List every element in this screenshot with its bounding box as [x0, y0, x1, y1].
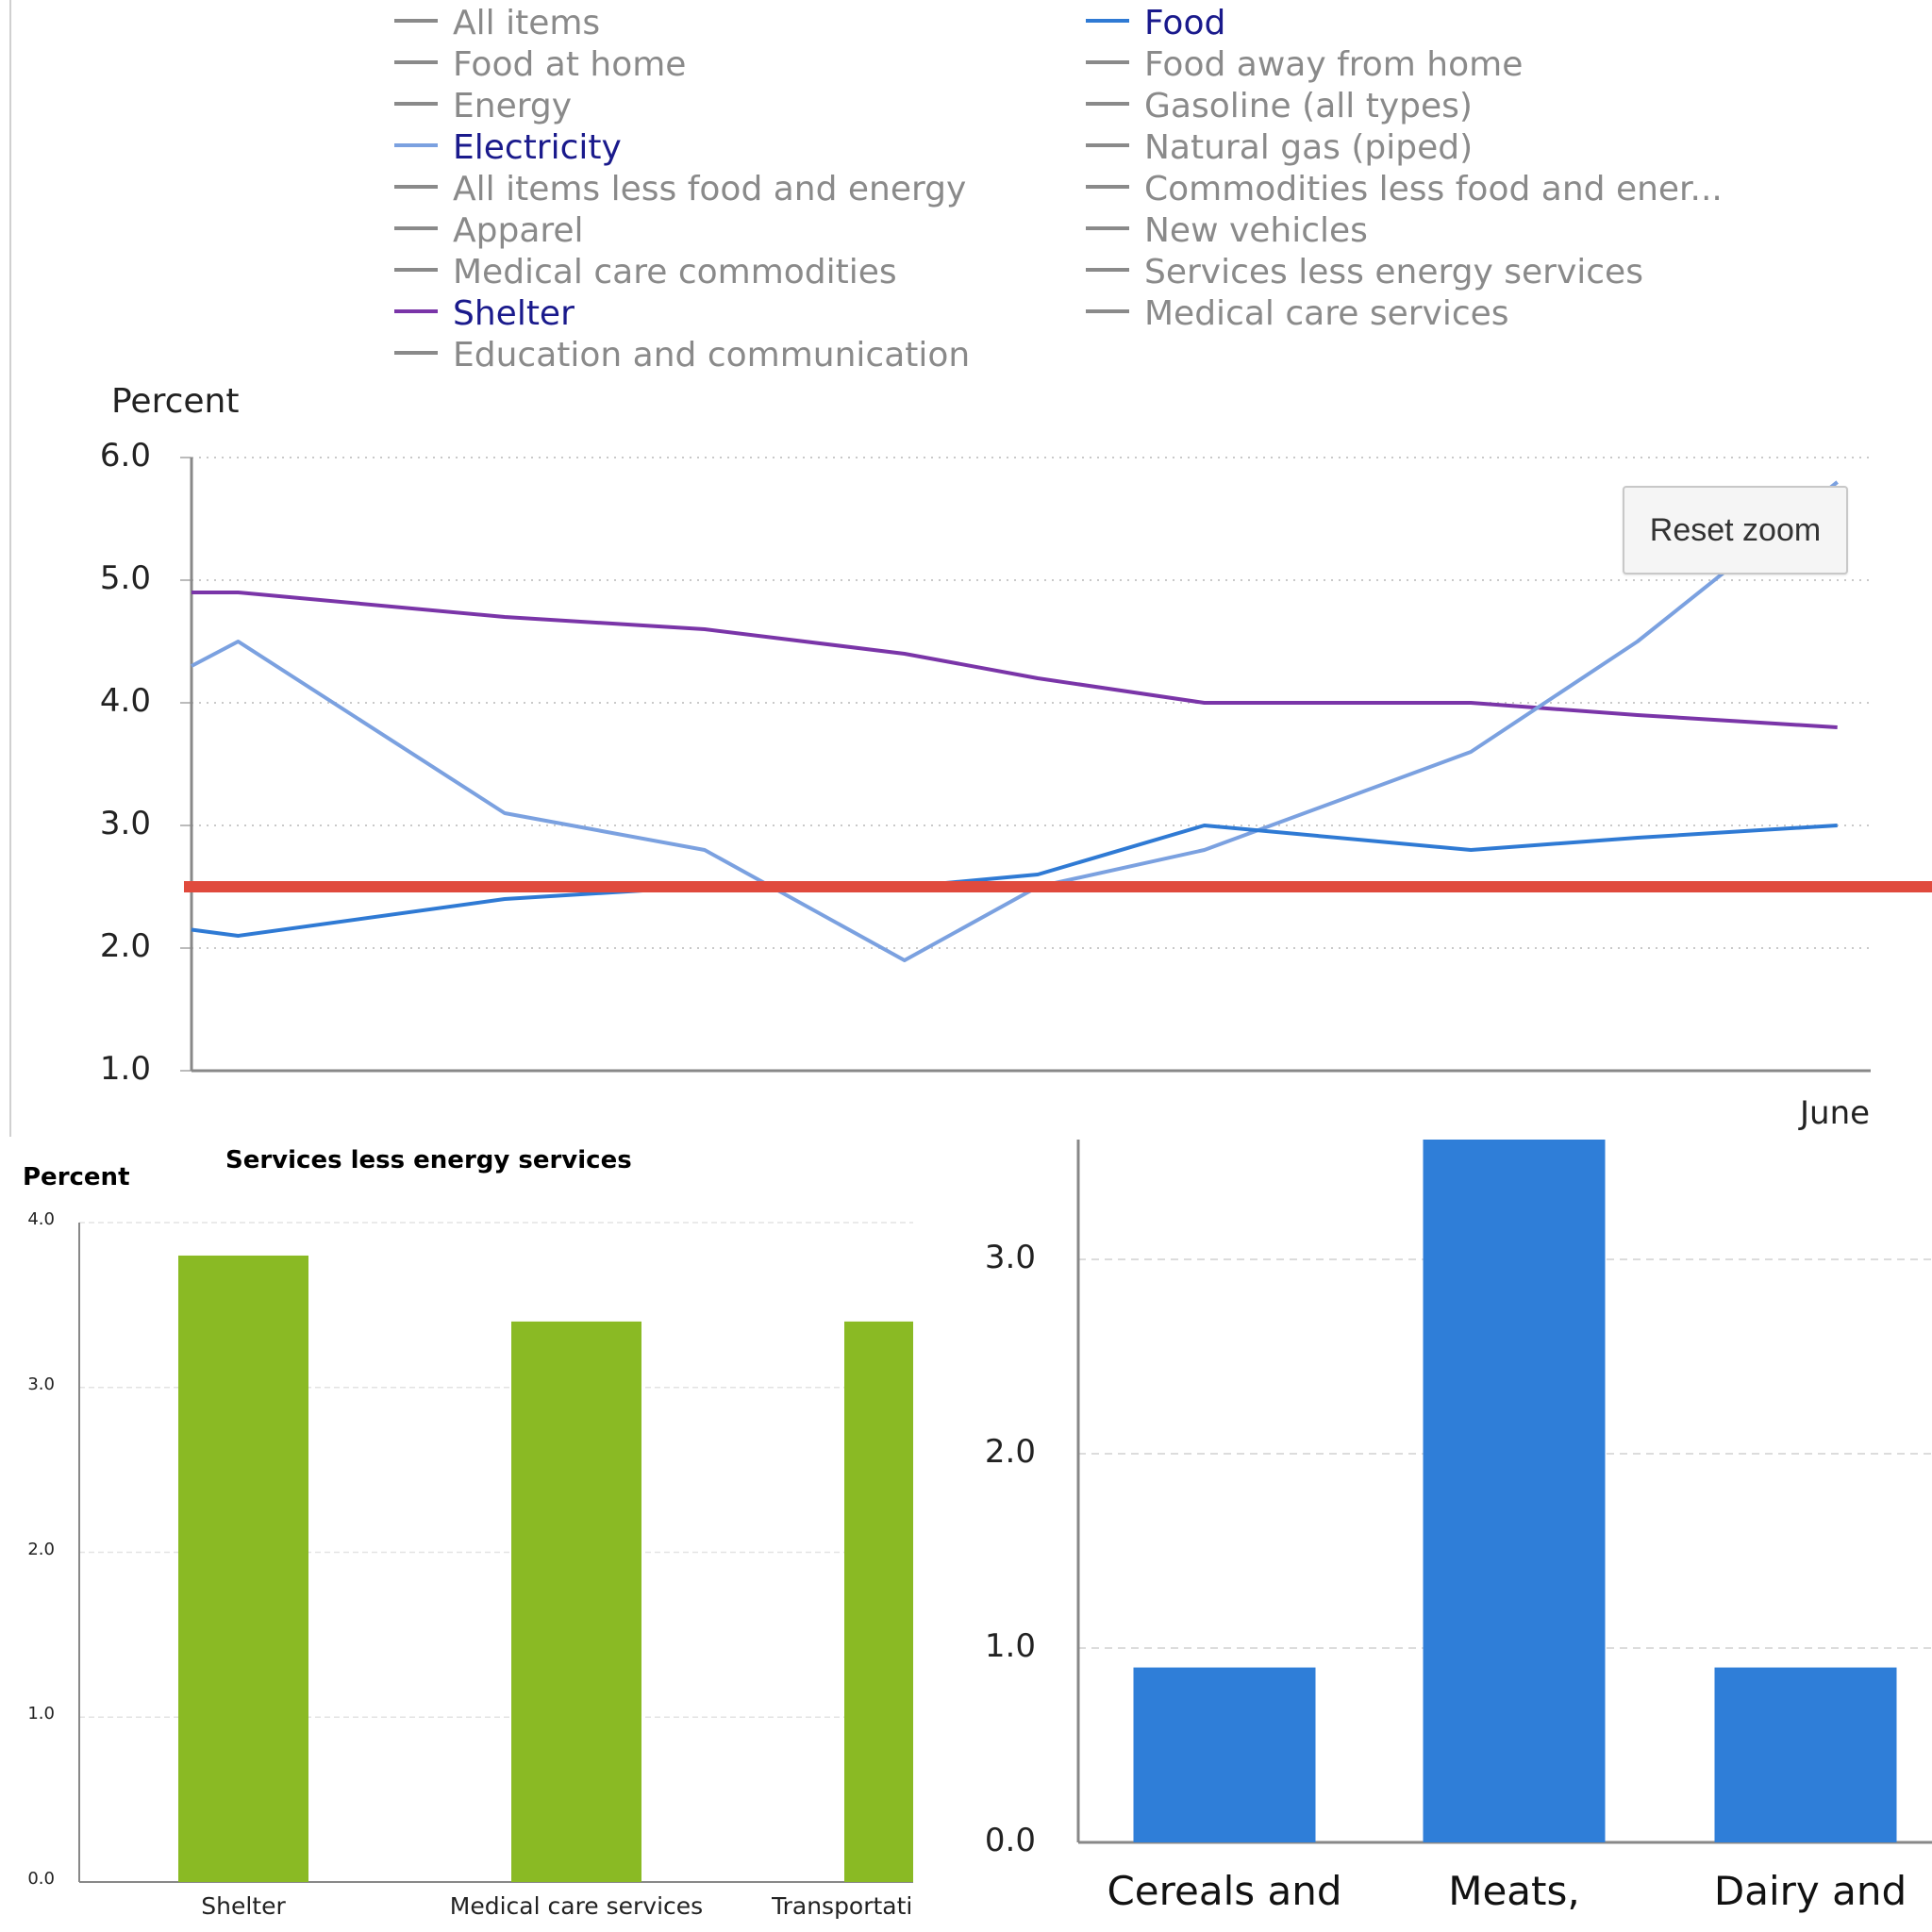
y-tick-label: 3.0 — [99, 805, 151, 842]
y-tick-label: 3.0 — [27, 1374, 55, 1394]
legend-label: Food away from home — [1144, 45, 1524, 84]
y-tick-label: 1.0 — [984, 1627, 1036, 1665]
legend-swatch — [394, 19, 438, 23]
legend-item-education-and-communication[interactable]: Education and communication — [394, 336, 970, 375]
y-tick-label: 4.0 — [99, 682, 151, 720]
legend-item-medical-care-commodities[interactable]: Medical care commodities — [394, 253, 897, 291]
x-category-label: Cereals and — [1107, 1868, 1342, 1914]
legend-label: Food at home — [453, 45, 687, 84]
legend-swatch — [394, 226, 438, 230]
legend-item-food-at-home[interactable]: Food at home — [394, 45, 686, 84]
legend-swatch — [1086, 102, 1129, 106]
legend-swatch — [1086, 143, 1129, 147]
line-chart-panel: All items Food at home Energy Electricity Al… — [9, 0, 1932, 1137]
legend-swatch — [1086, 60, 1129, 64]
services-bar-chart-panel — [0, 1137, 913, 1932]
legend-label: Apparel — [453, 211, 584, 250]
legend-label: New vehicles — [1144, 211, 1368, 250]
y-axis-label: Percent — [23, 1163, 130, 1191]
legend-swatch — [394, 60, 438, 64]
panel-border — [9, 0, 11, 1137]
x-category-label: Shelter — [201, 1892, 286, 1920]
legend-label: Electricity — [453, 128, 622, 167]
legend-label: All items less food and energy — [453, 170, 967, 208]
legend-swatch — [1086, 268, 1129, 272]
legend-swatch — [1086, 226, 1129, 230]
bar-meats — [1423, 1140, 1606, 1842]
x-category-label: Dairy and — [1713, 1868, 1907, 1914]
legend-swatch — [394, 351, 438, 355]
y-tick-label: 4.0 — [27, 1209, 55, 1229]
legend-label: Food — [1144, 4, 1226, 42]
x-tick-june: June — [1800, 1094, 1871, 1132]
x-category-label: Medical care services — [449, 1892, 704, 1920]
y-tick-label: 1.0 — [99, 1050, 151, 1088]
legend-label: Shelter — [453, 294, 575, 333]
legend-swatch — [394, 309, 438, 313]
legend-item-food[interactable]: Food — [1086, 4, 1225, 42]
legend-item-shelter[interactable]: Shelter — [394, 294, 575, 333]
reset-zoom-button[interactable]: Reset zoom — [1623, 486, 1848, 575]
legend-item-natural-gas-piped[interactable]: Natural gas (piped) — [1086, 128, 1473, 167]
series-line-shelter — [192, 591, 1838, 729]
legend-label: All items — [453, 4, 601, 42]
legend-item-apparel[interactable]: Apparel — [394, 211, 584, 250]
legend-label: Services less energy services — [1144, 253, 1643, 291]
y-tick-label: 5.0 — [99, 559, 151, 597]
y-tick-label: 2.0 — [27, 1539, 55, 1559]
legend-item-all-items[interactable]: All items — [394, 4, 600, 42]
y-tick-label: 2.0 — [984, 1433, 1036, 1471]
bar-dairy-and — [1714, 1667, 1897, 1842]
x-category-label: Meats, — [1448, 1868, 1580, 1914]
x-category-label: Transportati — [772, 1892, 913, 1920]
series-line-food — [191, 824, 1838, 938]
y-tick-label: 3.0 — [984, 1239, 1036, 1276]
legend-item-new-vehicles[interactable]: New vehicles — [1086, 211, 1368, 250]
legend-swatch — [1086, 309, 1129, 313]
legend-item-medical-care-services[interactable]: Medical care services — [1086, 294, 1509, 333]
legend-swatch — [394, 143, 438, 147]
chart-title: Services less energy services — [225, 1146, 632, 1174]
legend-item-electricity[interactable]: Electricity — [394, 128, 622, 167]
y-tick-label: 0.0 — [984, 1822, 1036, 1859]
legend-item-energy[interactable]: Energy — [394, 87, 572, 125]
y-tick-label: 1.0 — [27, 1704, 55, 1724]
bar-cereals-and — [1133, 1667, 1316, 1842]
series-line-electricity — [191, 480, 1839, 962]
legend-swatch — [1086, 185, 1129, 189]
legend-swatch — [394, 185, 438, 189]
y-tick-label: 2.0 — [99, 927, 151, 965]
legend-label: Natural gas (piped) — [1144, 128, 1474, 167]
legend-label: Education and communication — [453, 336, 971, 375]
y-tick-label: 0.0 — [27, 1869, 55, 1889]
legend-item-all-items-less-food-and-energy[interactable]: All items less food and energy — [394, 170, 966, 208]
legend-item-services-less-energy-services[interactable]: Services less energy services — [1086, 253, 1643, 291]
legend-label: Medical care services — [1144, 294, 1509, 333]
y-axis-label: Percent — [111, 382, 240, 421]
legend-item-food-away-from-home[interactable]: Food away from home — [1086, 45, 1523, 84]
legend-item-commodities-less-food-and-ener[interactable]: Commodities less food and ener... — [1086, 170, 1723, 208]
y-tick-label: 6.0 — [99, 437, 151, 475]
legend-label: Gasoline (all types) — [1144, 87, 1473, 125]
legend-label: Energy — [453, 87, 573, 125]
legend-item-gasoline-all-types[interactable]: Gasoline (all types) — [1086, 87, 1473, 125]
legend-swatch — [394, 268, 438, 272]
legend-swatch — [1086, 19, 1129, 23]
legend-label: Commodities less food and ener... — [1144, 170, 1723, 208]
line-plot-area — [180, 457, 1932, 1073]
legend-swatch — [394, 102, 438, 106]
legend-label: Medical care commodities — [453, 253, 897, 291]
